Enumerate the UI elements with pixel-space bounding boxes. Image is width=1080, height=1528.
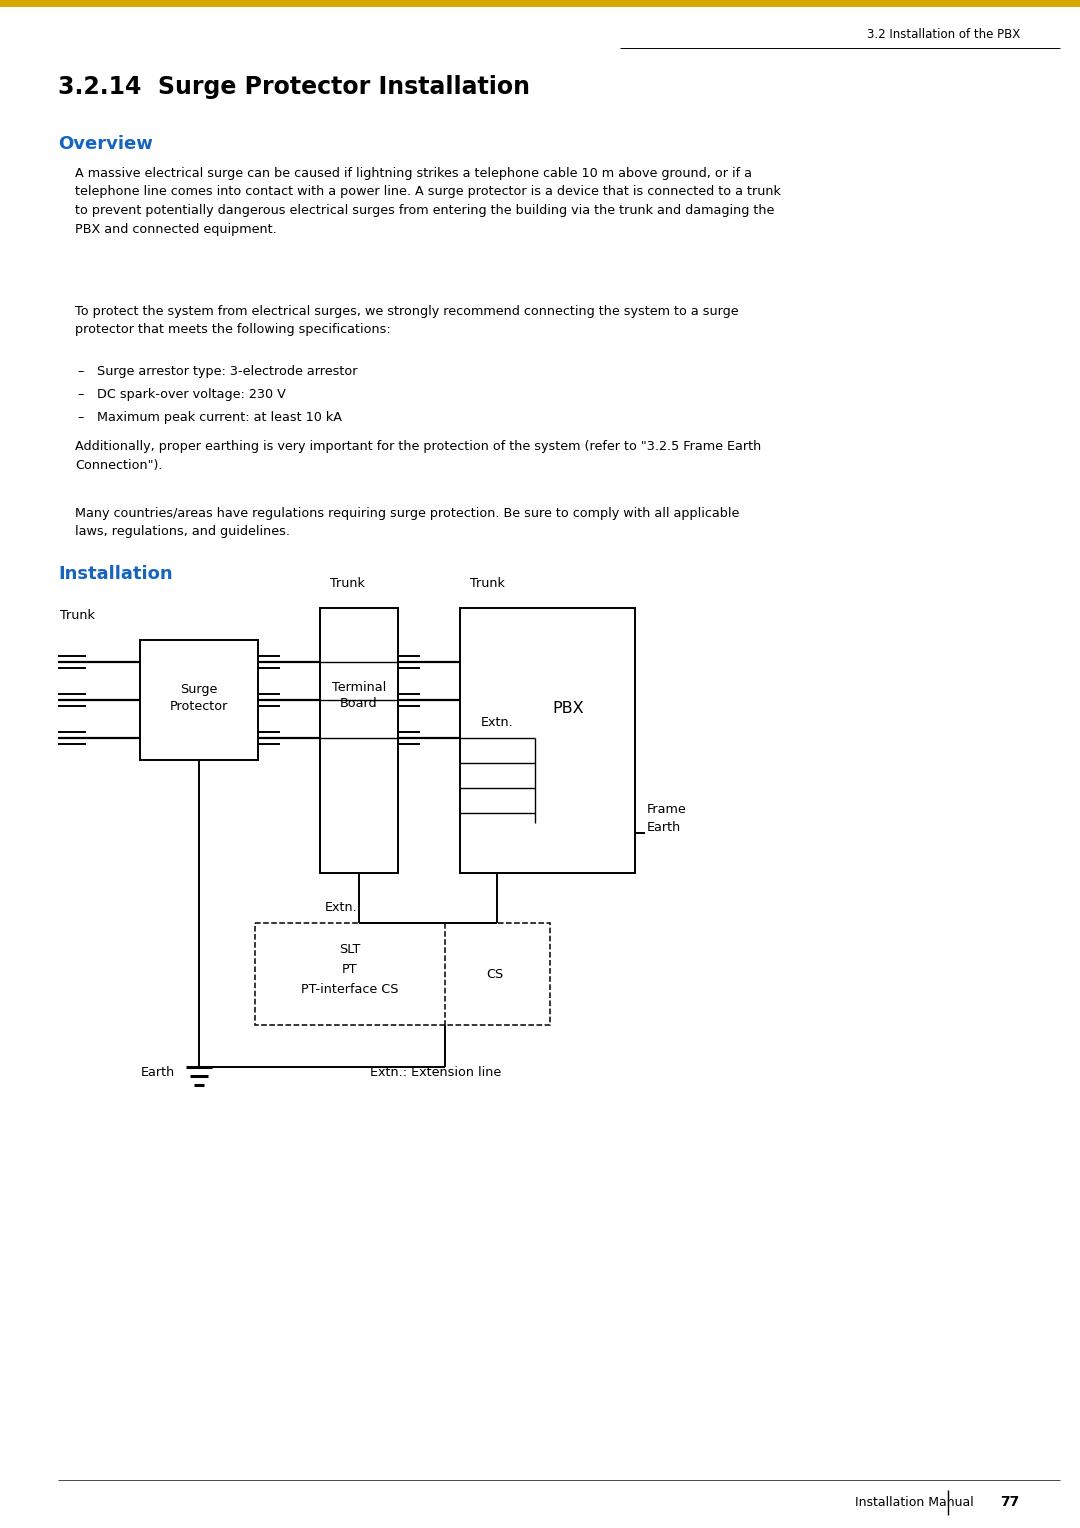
Text: 3.2.14  Surge Protector Installation: 3.2.14 Surge Protector Installation <box>58 75 530 99</box>
Bar <box>0 0 1080 8</box>
Text: Frame: Frame <box>647 804 687 816</box>
Text: A massive electrical surge can be caused if lightning strikes a telephone cable : A massive electrical surge can be caused… <box>75 167 781 235</box>
Text: Installation Manual: Installation Manual <box>855 1496 974 1508</box>
Text: Trunk: Trunk <box>470 578 504 590</box>
Text: Extn.: Extension line: Extn.: Extension line <box>370 1067 501 1079</box>
Text: PT-interface CS: PT-interface CS <box>301 983 399 996</box>
Text: –: – <box>77 365 83 377</box>
Text: PBX: PBX <box>553 701 584 717</box>
Text: 77: 77 <box>1000 1494 1020 1510</box>
Text: DC spark-over voltage: 230 V: DC spark-over voltage: 230 V <box>97 388 286 400</box>
Text: Extn.: Extn. <box>481 717 514 729</box>
Text: CS: CS <box>486 969 503 981</box>
Bar <box>320 608 399 872</box>
Text: Surge: Surge <box>180 683 218 697</box>
Text: To protect the system from electrical surges, we strongly recommend connecting t: To protect the system from electrical su… <box>75 306 739 336</box>
Text: Surge arrestor type: 3-electrode arrestor: Surge arrestor type: 3-electrode arresto… <box>97 365 357 377</box>
Text: Protector: Protector <box>170 700 228 712</box>
Text: PT: PT <box>342 963 357 976</box>
Text: Additionally, proper earthing is very important for the protection of the system: Additionally, proper earthing is very im… <box>75 440 761 472</box>
Text: Overview: Overview <box>58 134 153 153</box>
Text: Many countries/areas have regulations requiring surge protection. Be sure to com: Many countries/areas have regulations re… <box>75 507 740 538</box>
Text: Installation: Installation <box>58 565 173 584</box>
Text: –: – <box>77 411 83 423</box>
Text: Trunk: Trunk <box>60 610 95 622</box>
Text: –: – <box>77 388 83 400</box>
Text: SLT: SLT <box>339 943 361 957</box>
Text: Extn.: Extn. <box>325 902 357 914</box>
Text: Trunk: Trunk <box>330 578 365 590</box>
Text: Maximum peak current: at least 10 kA: Maximum peak current: at least 10 kA <box>97 411 342 423</box>
Text: Earth: Earth <box>647 821 681 834</box>
Text: 3.2 Installation of the PBX: 3.2 Installation of the PBX <box>867 28 1020 41</box>
Text: Terminal: Terminal <box>332 681 387 694</box>
Bar <box>140 640 258 759</box>
Bar <box>460 608 635 872</box>
Text: Earth: Earth <box>141 1067 175 1079</box>
Bar <box>255 923 550 1025</box>
Text: Board: Board <box>340 697 378 711</box>
